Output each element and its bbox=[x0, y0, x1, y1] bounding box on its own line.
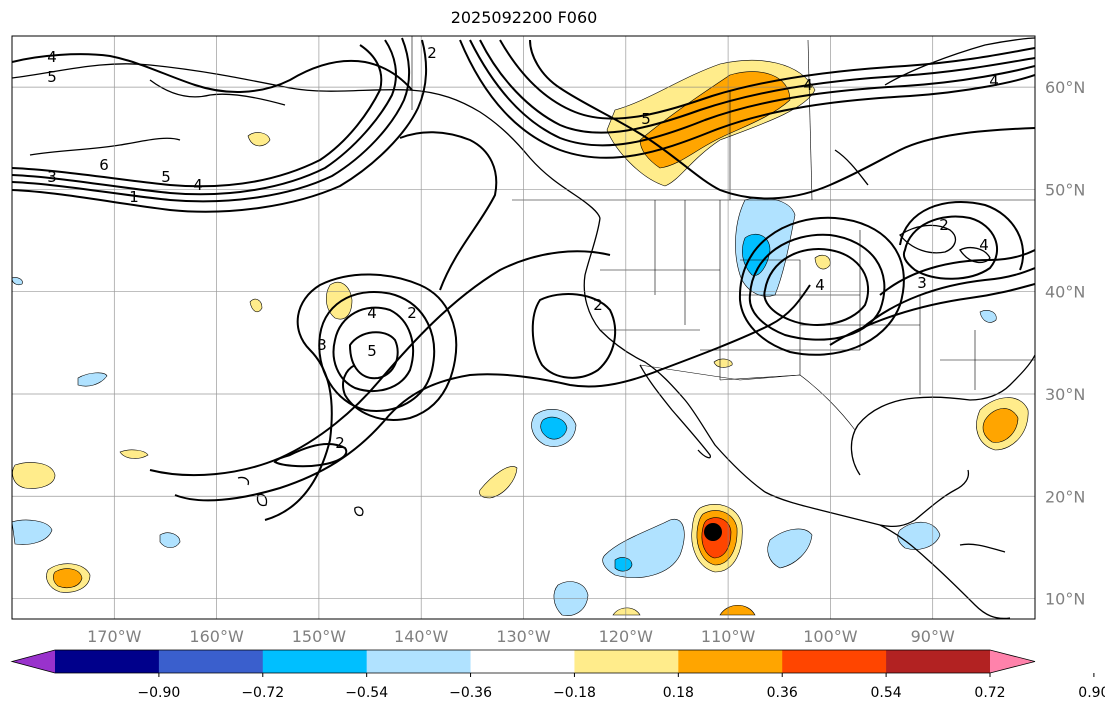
contour-label: 2 bbox=[939, 216, 949, 234]
contour-label: 3 bbox=[47, 168, 57, 186]
plot-area: 4 5 2 6 5 4 1 3 2 4 3 5 2 2 4 3 4 2 5 4 4 bbox=[12, 36, 1035, 619]
lon-tick-label: 90°W bbox=[911, 627, 955, 646]
borders-layer bbox=[411, 36, 1035, 431]
colorbar-swatch bbox=[366, 650, 472, 673]
colorbar-tick-label: 0.72 bbox=[974, 685, 1005, 701]
lon-tick-label: 140°W bbox=[394, 627, 449, 646]
shade-hi2-yellow bbox=[479, 466, 518, 499]
shade-small2-lightblue bbox=[77, 372, 108, 387]
shade-gulf-yellow bbox=[612, 607, 641, 616]
colorbar-extend-high bbox=[990, 650, 1035, 673]
contour-label: 2 bbox=[407, 304, 417, 322]
colorbar-tick-label: −0.72 bbox=[241, 685, 284, 701]
colorbar-tick-label: 0.36 bbox=[767, 685, 798, 701]
colorbar-swatch bbox=[262, 650, 368, 673]
colorbar-swatch bbox=[158, 650, 264, 673]
colorbar-tick-label: −0.54 bbox=[345, 685, 388, 701]
colorbar-swatch bbox=[574, 650, 679, 673]
shade-small8-lightblue bbox=[12, 277, 23, 286]
contour-label: 6 bbox=[99, 156, 109, 174]
contour-label: 3 bbox=[917, 274, 927, 292]
colorbar-swatch bbox=[886, 650, 991, 673]
shade-small1-lightblue bbox=[159, 532, 181, 548]
colorbar-tick-label: 0.18 bbox=[663, 685, 694, 701]
colorbar-swatch bbox=[782, 650, 887, 673]
lat-tick-label: 20°N bbox=[1045, 487, 1085, 506]
shade-epac-blue bbox=[614, 557, 633, 572]
shade-wpac-lightblue bbox=[12, 519, 53, 545]
lat-tick-label: 30°N bbox=[1045, 385, 1085, 404]
lon-tick-label: 110°W bbox=[701, 627, 756, 646]
lon-tick-label: 120°W bbox=[599, 627, 654, 646]
lon-tick-label: 170°W bbox=[87, 627, 142, 646]
contour-label: 1 bbox=[129, 188, 139, 206]
colorbar-extend-low bbox=[12, 650, 55, 673]
contour-label: 5 bbox=[47, 68, 57, 86]
contour-label: 4 bbox=[193, 176, 203, 194]
lon-tick-label: 150°W bbox=[292, 627, 347, 646]
colorbar-swatch bbox=[678, 650, 783, 673]
shade-small6-yellow bbox=[713, 358, 733, 368]
contour-label: 4 bbox=[979, 236, 989, 254]
lon-tick-label: 130°W bbox=[496, 627, 551, 646]
shade-epac2-lightblue bbox=[767, 528, 813, 569]
shade-small4-yellow bbox=[249, 298, 263, 313]
shade-wpac-orange bbox=[53, 568, 83, 589]
map-title: 2025092200 F060 bbox=[450, 8, 598, 27]
shading-layer bbox=[12, 60, 1029, 616]
lon-tick-label: 160°W bbox=[189, 627, 244, 646]
colorbar-swatch bbox=[470, 650, 575, 673]
colorbar-tick-label: −0.36 bbox=[449, 685, 492, 701]
lat-tick-label: 60°N bbox=[1045, 78, 1085, 97]
lat-tick-label: 50°N bbox=[1045, 180, 1085, 199]
lon-tick-label: 100°W bbox=[803, 627, 858, 646]
contour-label: 4 bbox=[989, 72, 999, 90]
contour-label: 4 bbox=[803, 76, 813, 94]
lat-tick-label: 10°N bbox=[1045, 590, 1085, 609]
contour-label: 2 bbox=[593, 296, 603, 314]
colorbar-tick-label: −0.90 bbox=[137, 685, 180, 701]
map-frame bbox=[11, 35, 1036, 620]
shade-small5-yellow bbox=[814, 254, 831, 270]
contour-label: 5 bbox=[161, 168, 171, 186]
contour-label: 2 bbox=[335, 434, 345, 452]
coastline-layer bbox=[12, 37, 1035, 619]
colorbar: −0.90 −0.72 −0.54 −0.36 −0.18 0.18 0.36 0.54 0.7… bbox=[10, 649, 1105, 701]
lon-axis: 170°W 160°W 150°W 140°W 130°W 120°W 110°W 100°W… bbox=[87, 627, 955, 646]
contour-label: 5 bbox=[367, 342, 377, 360]
lat-axis: 10°N 20°N 30°N 40°N 50°N 60°N bbox=[1045, 78, 1085, 608]
contour-layer bbox=[12, 37, 1035, 521]
contour-label: 4 bbox=[367, 304, 377, 322]
contour-label: 4 bbox=[815, 276, 825, 294]
lat-tick-label: 40°N bbox=[1045, 283, 1085, 302]
shade-midwest-blue bbox=[742, 234, 771, 276]
colorbar-tick-label: −0.18 bbox=[553, 685, 596, 701]
contour-label: 3 bbox=[317, 336, 327, 354]
colorbar-tick-label: 0.54 bbox=[871, 685, 902, 701]
shade-fl-orange bbox=[982, 408, 1019, 443]
shade-ak-yellow bbox=[247, 132, 271, 147]
contour-label: 5 bbox=[641, 110, 651, 128]
shade-small3-yellow bbox=[119, 449, 149, 459]
contour-label: 4 bbox=[47, 48, 57, 66]
storm-center-marker bbox=[704, 523, 722, 541]
contour-label: 2 bbox=[427, 44, 437, 62]
shade-small7-lightblue bbox=[979, 310, 997, 323]
shade-s-orange bbox=[719, 604, 756, 616]
contour-labels: 4 5 2 6 5 4 1 3 2 4 3 5 2 2 4 3 4 2 5 4 4 bbox=[47, 44, 999, 452]
shade-hi-yellow bbox=[12, 462, 56, 489]
colorbar-tick-label: 0.90 bbox=[1078, 685, 1105, 701]
shade-baja-blue bbox=[540, 416, 568, 440]
colorbar-swatch bbox=[55, 650, 160, 673]
